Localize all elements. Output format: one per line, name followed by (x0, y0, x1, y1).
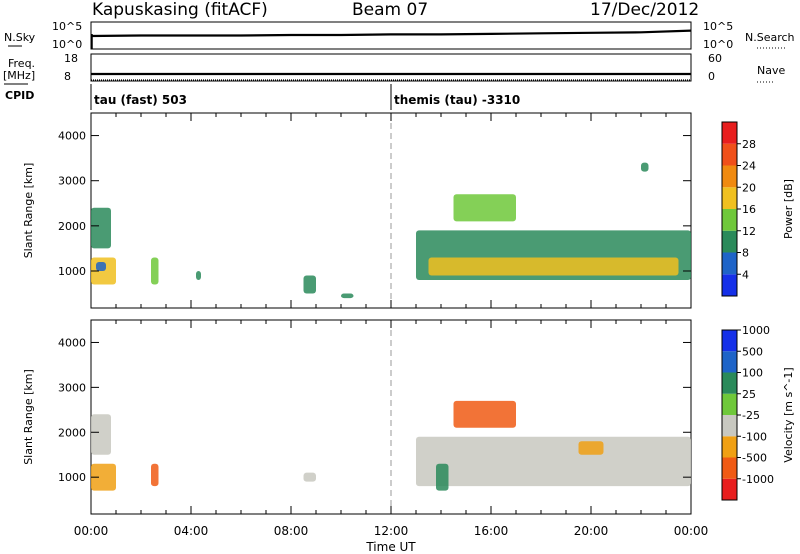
power-ytick-label-0: 1000 (58, 265, 86, 278)
power-colorbar-label-6: 28 (742, 138, 756, 151)
nsearch-label: N.Search (745, 31, 795, 44)
x-tick-label-1: 04:00 (174, 524, 209, 538)
power-colorbar-label-2: 12 (742, 225, 756, 238)
power-colorbar-label-1: 8 (742, 247, 749, 260)
nsearch-tick-top: 10^5 (703, 20, 733, 33)
velocity-ytick-label-3: 4000 (58, 336, 86, 349)
nsky-tick-bottom: 10^0 (52, 38, 82, 51)
velocity-colorbar-label-3: -25 (742, 409, 760, 422)
nave-tick-bottom: 0 (708, 70, 715, 83)
power-region-2 (96, 261, 106, 271)
velocity-ytick-label-0: 1000 (58, 471, 86, 484)
station-title: Kapuskasing (fitACF) (92, 0, 268, 20)
velocity-colorbar-title: Velocity [m s^-1] (782, 367, 795, 462)
freq-tick-bottom: 8 (64, 70, 71, 83)
panel-frame-1 (90, 53, 692, 82)
velocity-colorbar-cell-7 (722, 330, 737, 352)
x-tick-label-5: 20:00 (574, 524, 609, 538)
freq-label: Freq. (8, 57, 35, 70)
power-colorbar-cell-3 (722, 209, 737, 231)
velocity-colorbar-label-4: 25 (742, 388, 756, 401)
cpid-segment-0: tau (fast) 503 (94, 93, 187, 107)
nave-label: Nave (757, 64, 785, 77)
velocity-colorbar-cell-1 (722, 457, 737, 479)
velocity-colorbar-cell-6 (722, 351, 737, 373)
velocity-colorbar-cell-3 (722, 415, 737, 437)
cpid-segment-1: themis (tau) -3310 (394, 93, 520, 107)
power-colorbar-cell-0 (722, 274, 737, 296)
velocity-region-2 (151, 463, 159, 487)
velocity-colorbar-label-0: -1000 (742, 473, 774, 486)
power-region-4 (196, 270, 201, 281)
power-colorbar-label-0: 4 (742, 268, 749, 281)
velocity-ylabel: Slant Range [km] (22, 369, 35, 465)
power-colorbar-cell-6 (722, 143, 737, 166)
power-ylabel: Slant Range [km] (22, 163, 35, 259)
x-tick-label-4: 16:00 (474, 524, 509, 538)
velocity-colorbar-label-1: -500 (742, 452, 767, 465)
x-tick-label-2: 08:00 (274, 524, 309, 538)
velocity-colorbar-label-6: 500 (742, 345, 763, 358)
freq-tick-top: 18 (64, 52, 78, 65)
velocity-colorbar-label-2: -100 (742, 430, 767, 443)
power-colorbar-cell-2 (722, 230, 737, 253)
power-colorbar-title: Power [dB] (782, 179, 795, 239)
power-colorbar-cell-7 (722, 122, 737, 144)
nave-tick-top: 60 (708, 52, 722, 65)
power-ytick-label-1: 2000 (58, 220, 86, 233)
velocity-region-4 (416, 436, 691, 487)
power-ytick-label-2: 3000 (58, 175, 86, 188)
velocity-colorbar-cell-2 (722, 436, 737, 458)
velocity-colorbar-cell-0 (722, 478, 737, 500)
power-ytick-label-3: 4000 (58, 130, 86, 143)
cpid-label: CPID (5, 89, 34, 102)
power-region-3 (151, 257, 159, 285)
power-region-6 (341, 293, 354, 299)
power-colorbar-label-4: 20 (742, 181, 756, 194)
velocity-region-7 (436, 463, 449, 491)
beam-title: Beam 07 (352, 0, 429, 20)
x-tick-label-6: 00:00 (674, 524, 709, 538)
x-tick-label-3: 12:00 (374, 524, 409, 538)
velocity-colorbar-cell-4 (722, 393, 737, 415)
nsky-label: N.Sky (4, 31, 36, 44)
nsky-tick-top: 10^5 (52, 20, 82, 33)
freq-unit-label: [MHz] (3, 69, 35, 82)
velocity-colorbar-cell-5 (722, 372, 737, 394)
power-colorbar-cell-5 (722, 165, 737, 188)
date-title: 17/Dec/2012 (590, 0, 700, 20)
velocity-ytick-label-1: 2000 (58, 426, 86, 439)
velocity-region-5 (453, 400, 516, 428)
power-region-5 (303, 275, 316, 294)
power-colorbar-cell-4 (722, 187, 737, 209)
velocity-colorbar-label-5: 100 (742, 367, 763, 380)
x-tick-label-0: 00:00 (74, 524, 109, 538)
power-colorbar-cell-1 (722, 252, 737, 275)
nsky-line (90, 29, 692, 38)
velocity-colorbar-label-7: 1000 (742, 324, 770, 337)
x-axis-title: Time UT (365, 540, 416, 554)
velocity-region-1 (91, 463, 116, 491)
power-region-9 (453, 194, 516, 222)
power-colorbar-label-3: 16 (742, 203, 756, 216)
velocity-region-0 (91, 414, 111, 455)
velocity-region-6 (578, 441, 604, 455)
power-region-10 (641, 162, 649, 172)
velocity-ytick-label-2: 3000 (58, 381, 86, 394)
power-region-8 (428, 257, 679, 276)
power-colorbar-label-5: 24 (742, 160, 756, 173)
velocity-region-3 (303, 472, 316, 482)
power-region-0 (91, 207, 111, 249)
nsearch-tick-bottom: 10^0 (703, 38, 733, 51)
